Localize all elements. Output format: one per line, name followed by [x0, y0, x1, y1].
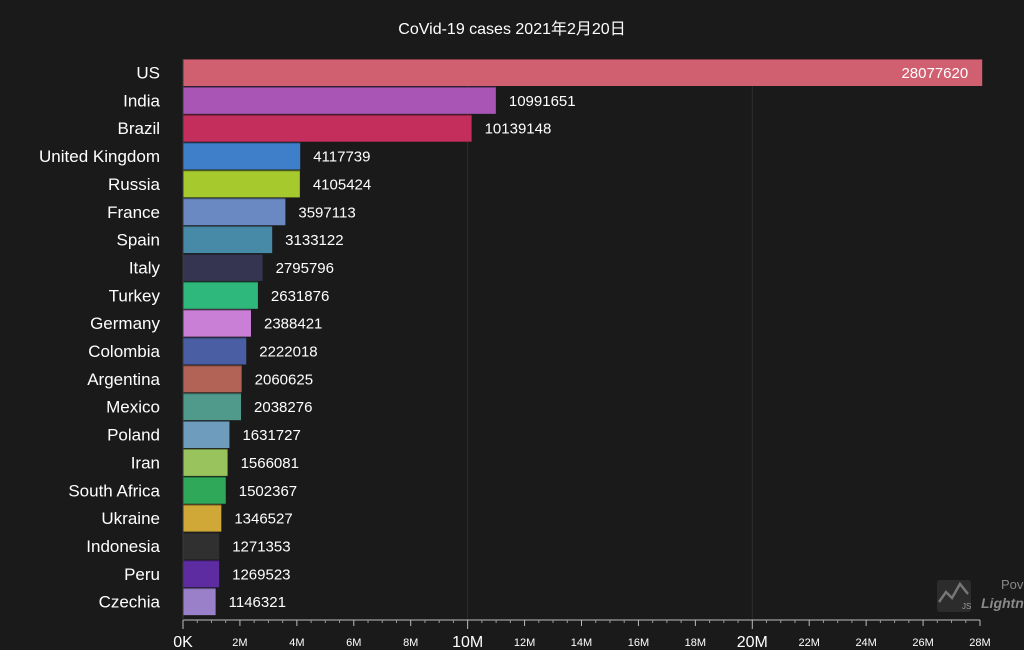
category-label-turkey: Turkey: [109, 286, 161, 305]
value-label-us: 28077620: [901, 65, 968, 82]
bar-russia: [183, 170, 300, 198]
category-label-russia: Russia: [108, 175, 161, 194]
category-label-india: India: [123, 91, 160, 110]
tick-label-8m: 8M: [403, 637, 418, 649]
category-label-mexico: Mexico: [106, 398, 160, 417]
grid-lines: [467, 59, 753, 620]
value-label-germany: 2388421: [264, 316, 322, 333]
watermark-line2: Lightn: [981, 595, 1024, 611]
value-label-czechia: 1146321: [229, 594, 286, 611]
tick-label-16m: 16M: [628, 637, 649, 649]
watermark-line1: Pov: [1001, 577, 1024, 592]
tick-label-14m: 14M: [571, 637, 592, 649]
tick-label-18m: 18M: [685, 637, 706, 649]
bars: [183, 59, 983, 616]
value-label-united-kingdom: 4117739: [313, 149, 370, 166]
tick-label-26m: 26M: [912, 637, 933, 649]
bar-france: [183, 198, 286, 226]
category-label-argentina: Argentina: [87, 370, 160, 389]
value-labels: 28077620 10991651 10139148 4117739 4105424 35…: [229, 65, 969, 611]
tick-label-10m: 10M: [452, 634, 483, 650]
value-label-ukraine: 1346527: [234, 511, 292, 528]
category-label-south-africa: South Africa: [68, 481, 160, 500]
tick-label-6m: 6M: [346, 637, 361, 649]
bar-turkey: [183, 281, 258, 309]
bar-mexico: [183, 393, 242, 421]
category-label-italy: Italy: [129, 258, 161, 277]
bar-colombia: [183, 337, 247, 365]
tick-label-12m: 12M: [514, 637, 535, 649]
category-label-spain: Spain: [117, 231, 160, 250]
tick-label-24m: 24M: [855, 637, 876, 649]
tick-label-4m: 4M: [289, 637, 304, 649]
value-label-brazil: 10139148: [485, 121, 552, 138]
bar-poland: [183, 421, 230, 449]
category-label-ukraine: Ukraine: [101, 509, 160, 528]
tick-label-0k: 0K: [173, 634, 193, 650]
category-label-united-kingdom: United Kingdom: [39, 147, 160, 166]
value-label-mexico: 2038276: [254, 399, 312, 416]
value-label-russia: 4105424: [313, 176, 371, 193]
lightningchart-logo-icon: JS: [937, 580, 971, 612]
value-label-spain: 3133122: [285, 232, 343, 249]
value-label-turkey: 2631876: [271, 288, 329, 305]
bar-iran: [183, 448, 228, 476]
tick-label-2m: 2M: [232, 637, 247, 649]
category-label-peru: Peru: [124, 565, 160, 584]
bar-south-africa: [183, 476, 226, 504]
category-label-poland: Poland: [107, 426, 160, 445]
chart-title: CoVid-19 cases 2021年2月20日: [398, 20, 625, 38]
watermark: JS Pov Lightn: [937, 577, 1024, 612]
category-labels: US India Brazil United Kingdom Russia France S…: [39, 64, 161, 612]
value-label-argentina: 2060625: [255, 371, 313, 388]
category-label-iran: Iran: [131, 453, 160, 472]
category-label-indonesia: Indonesia: [86, 537, 160, 556]
bar-us: [183, 59, 983, 86]
category-label-us: US: [136, 64, 160, 83]
value-label-poland: 1631727: [242, 427, 300, 444]
category-label-colombia: Colombia: [88, 342, 160, 361]
bar-united-kingdom: [183, 142, 301, 170]
bar-argentina: [183, 365, 242, 393]
tick-label-28m: 28M: [969, 637, 990, 649]
value-label-italy: 2795796: [276, 260, 334, 277]
bar-brazil: [183, 114, 472, 142]
category-label-brazil: Brazil: [117, 119, 160, 138]
bar-ukraine: [183, 504, 222, 532]
category-label-germany: Germany: [90, 314, 160, 333]
value-label-colombia: 2222018: [259, 344, 317, 361]
bar-italy: [183, 253, 263, 281]
tick-label-22m: 22M: [799, 637, 820, 649]
logo-icon-text: JS: [962, 602, 971, 611]
bar-germany: [183, 309, 251, 337]
bar-peru: [183, 560, 220, 588]
x-axis: 0K 2M 4M 6M 8M 10M 12M 14M 16M 18M 20M 22M 24M 26M 28M: [173, 59, 991, 650]
value-label-peru: 1269523: [232, 566, 290, 583]
value-label-iran: 1566081: [241, 455, 299, 472]
tick-label-20m: 20M: [737, 634, 768, 650]
bar-indonesia: [183, 532, 220, 560]
category-label-france: France: [107, 203, 160, 222]
value-label-france: 3597113: [298, 204, 355, 221]
bar-spain: [183, 226, 273, 254]
bar-czechia: [183, 588, 216, 616]
category-label-czechia: Czechia: [99, 593, 161, 612]
bar-india: [183, 86, 496, 114]
value-label-india: 10991651: [509, 93, 576, 110]
value-label-south-africa: 1502367: [239, 483, 297, 500]
value-label-indonesia: 1271353: [232, 538, 290, 555]
